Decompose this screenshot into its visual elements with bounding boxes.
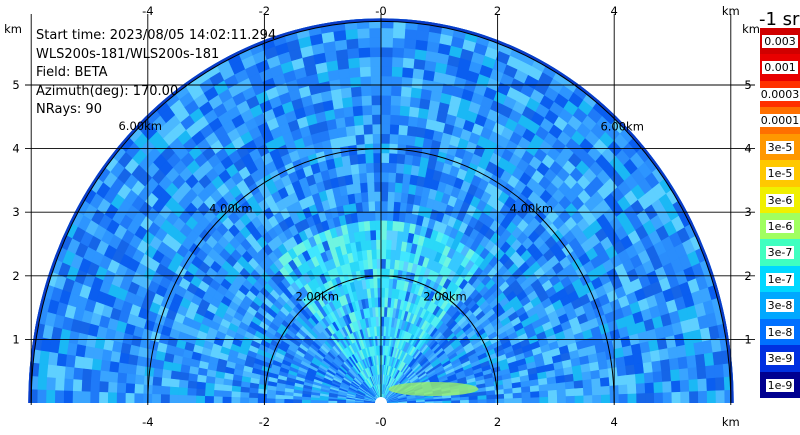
y-tick-label-right: 2 xyxy=(744,269,751,283)
grid-lines xyxy=(25,14,755,405)
x-tick-label-top: 2 xyxy=(494,4,501,18)
y-unit-label: km xyxy=(4,22,22,36)
x-tick-label-bottom: -2 xyxy=(259,415,270,429)
x-tick-label-bottom: -0 xyxy=(375,415,386,429)
range-rings: 2.00km 2.00km 4.00km 4.00km 6.00km 6.00km xyxy=(30,20,732,409)
range-ring-label: 2.00km xyxy=(423,290,466,304)
colorbar-value-label: 3e-8 xyxy=(765,299,795,313)
field-label: Field: BETA xyxy=(36,65,108,80)
y-tick-label-right: 1 xyxy=(744,332,751,346)
range-ring-label: 4.00km xyxy=(510,202,553,216)
colorbar-swatch: 0.003 xyxy=(760,28,800,55)
colorbar-swatch: 3e-5 xyxy=(760,133,800,161)
colorbar-value-label: 0.0003 xyxy=(758,87,800,101)
y-tick-label-left: 5 xyxy=(12,78,19,92)
colorbar-value-label: 0.001 xyxy=(762,61,798,75)
y-tick-label-left: 3 xyxy=(12,205,19,219)
azimuth-label: Azimuth(deg): 170.00 xyxy=(36,83,179,99)
x-tick-label-top: 4 xyxy=(611,4,618,18)
start-time-label: Start time: 2023/08/05 14:02:11.294 xyxy=(36,28,277,43)
x-tick-label-bottom: 2 xyxy=(494,415,501,429)
colorbar-value-label: 0.0001 xyxy=(758,114,800,128)
x-unit-label: km xyxy=(722,4,740,18)
y-tick-label-left: 1 xyxy=(12,332,19,346)
colorbar-swatch: 1e-5 xyxy=(760,160,800,188)
colorbar-value-label: 0.003 xyxy=(762,34,798,48)
colorbar-swatch: 1e-8 xyxy=(760,318,800,346)
y-tick-label-right: 3 xyxy=(744,205,751,219)
colorbar-value-label: 1e-9 xyxy=(765,378,795,392)
scan-info-panel: Start time: 2023/08/05 14:02:11.294 WLS2… xyxy=(36,27,276,120)
nrays-label: NRays: 90 xyxy=(36,102,102,117)
colorbar-value-label: 3e-6 xyxy=(765,193,795,207)
range-ring-label: 2.00km xyxy=(295,290,338,304)
range-ring-label: 6.00km xyxy=(118,119,161,133)
colorbar-value-label: 1e-7 xyxy=(765,272,795,286)
colorbar-swatch: 3e-7 xyxy=(760,239,800,267)
colorbar-swatch: 0.001 xyxy=(760,54,800,82)
colorbar-swatch: 3e-9 xyxy=(760,345,800,373)
x-tick-label-bottom: -4 xyxy=(142,415,153,429)
y-tick-label-right: 4 xyxy=(744,142,751,156)
colorbar-swatch: 3e-6 xyxy=(760,186,800,214)
range-ring-label: 4.00km xyxy=(209,201,252,215)
y-unit-label: km xyxy=(742,22,760,36)
y-tick-label-left: 2 xyxy=(12,269,19,283)
colorbar-value-label: 3e-9 xyxy=(765,352,795,366)
x-tick-label-bottom: 4 xyxy=(611,415,618,429)
colorbar-swatch: 1e-7 xyxy=(760,265,800,293)
colorbar-swatch: 3e-8 xyxy=(760,292,800,320)
colorbar-swatch: 0.0003 xyxy=(758,80,800,108)
colorbar-unit-label: -1 sr xyxy=(759,9,800,30)
x-tick-label-top: -0 xyxy=(375,4,386,18)
colorbar-value-label: 3e-5 xyxy=(765,140,795,154)
colorbar-swatch: 1e-9 xyxy=(760,371,800,399)
x-tick-label-top: -4 xyxy=(142,4,153,18)
x-tick-label-top: -2 xyxy=(259,4,270,18)
colorbar-value-label: 1e-8 xyxy=(765,325,795,339)
y-tick-label-right: 5 xyxy=(744,78,751,92)
colorbar-legend: 0.003 0.001 0.0003 0.0001 3e-5 1e-5 3e-6 1e-6 3e… xyxy=(758,28,800,399)
colorbar-value-label: 1e-5 xyxy=(765,167,795,181)
colorbar-swatch: 0.0001 xyxy=(758,107,800,135)
colorbar-swatch: 1e-6 xyxy=(760,213,800,240)
range-ring-label: 6.00km xyxy=(600,120,643,134)
instrument-label: WLS200s-181/WLS200s-181 xyxy=(36,46,220,62)
colorbar-value-label: 1e-6 xyxy=(765,219,795,233)
colorbar-value-label: 3e-7 xyxy=(765,246,795,260)
x-unit-label: km xyxy=(722,415,740,429)
y-tick-label-left: 4 xyxy=(12,142,19,156)
